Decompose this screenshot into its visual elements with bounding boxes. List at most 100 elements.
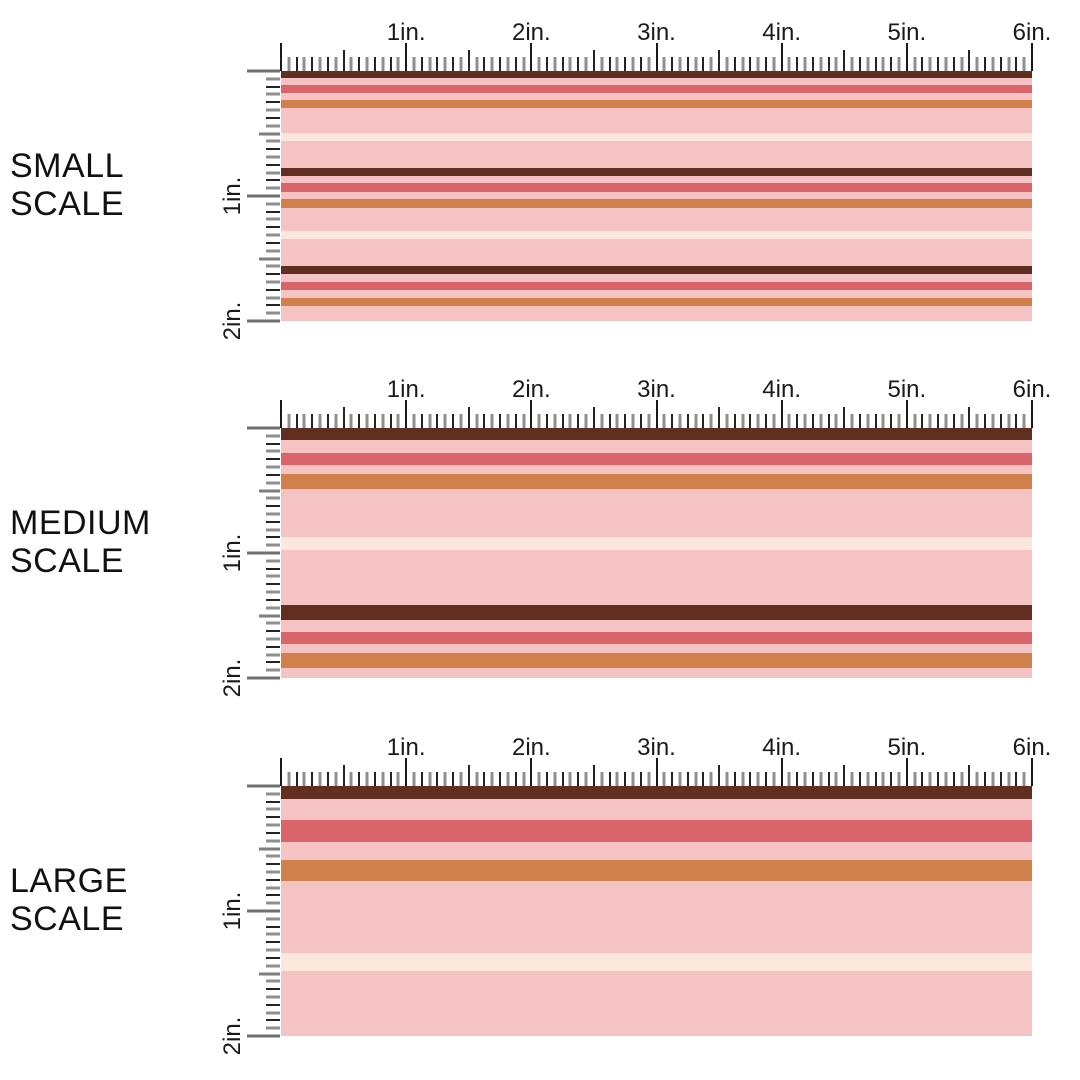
ruler-tick: [266, 917, 280, 921]
ruler-tick: [280, 400, 282, 428]
ruler-tick: [266, 567, 280, 570]
ruler-tick: [522, 772, 525, 786]
ruler-tick: [266, 536, 280, 539]
stripe-pink: [281, 239, 1032, 266]
ruler-tick: [874, 414, 877, 428]
ruler-tick: [647, 772, 651, 786]
ruler-tick: [514, 772, 517, 786]
ruler-tick: [1022, 414, 1026, 428]
ruler-tick: [968, 407, 971, 428]
ruler-tick: [725, 414, 729, 428]
ruler-tick: [694, 414, 698, 428]
ruler-tick: [259, 847, 280, 850]
ruler-tick: [266, 807, 280, 811]
stripe-pink: [281, 842, 1032, 860]
ruler-tick: [266, 854, 280, 858]
ruler-tick: [266, 296, 280, 300]
ruler-tick: [259, 614, 280, 617]
ruler-tick: [718, 50, 721, 71]
ruler-tick: [443, 772, 447, 786]
ruler-tick: [545, 772, 548, 786]
stripe-brown: [281, 605, 1032, 620]
ruler-tick: [467, 765, 470, 786]
stripe-red: [281, 282, 1032, 290]
ruler-inch-label: 4in.: [762, 376, 802, 403]
ruler-tick: [678, 772, 682, 786]
ruler-tick: [545, 414, 548, 428]
ruler-tick: [928, 57, 932, 71]
ruler-tick: [608, 57, 611, 71]
ruler-tick: [756, 772, 760, 786]
ruler-tick: [537, 414, 541, 428]
ruler-tick: [334, 414, 338, 428]
ruler-tick: [326, 414, 329, 428]
ruler-tick: [1022, 772, 1026, 786]
ruler-tick: [984, 772, 987, 786]
ruler-tick: [631, 414, 635, 428]
ruler-tick: [655, 758, 658, 786]
ruler-tick: [266, 621, 280, 625]
ruler-tick: [266, 839, 280, 843]
ruler-tick: [266, 932, 280, 936]
ruler-tick: [266, 139, 280, 143]
ruler-tick: [780, 400, 783, 428]
stripe-red: [281, 183, 1032, 192]
ruler-inch-label: 5in.: [887, 376, 927, 403]
ruler-tick: [1015, 772, 1018, 786]
ruler-tick: [266, 661, 280, 664]
ruler-tick: [905, 43, 908, 71]
ruler-tick: [928, 414, 932, 428]
ruler-tick: [608, 772, 611, 786]
ruler-tick: [897, 772, 901, 786]
ruler-tick: [266, 653, 280, 657]
ruler-tick: [647, 414, 651, 428]
horizontal-ruler-labels: 1in. 2in. 3in. 4in. 5in. 6in.: [281, 19, 1052, 46]
ruler-tick: [266, 1026, 280, 1030]
ruler-tick: [318, 772, 322, 786]
ruler-tick: [295, 414, 298, 428]
ruler-tick: [266, 101, 280, 104]
ruler-inch-label: 1in.: [386, 734, 426, 761]
ruler-inch-label: 4in.: [762, 19, 802, 46]
ruler-tick: [311, 414, 314, 428]
ruler-tick: [850, 414, 854, 428]
ruler-tick: [247, 319, 280, 323]
ruler-tick: [412, 414, 416, 428]
ruler-tick: [568, 57, 572, 71]
ruler-tick: [522, 414, 525, 428]
ruler-tick: [428, 772, 432, 786]
ruler-tick: [514, 57, 517, 71]
stripe-orange: [281, 653, 1032, 668]
stripe-pink: [281, 274, 1032, 282]
ruler-tick: [467, 50, 470, 71]
ruler-tick: [858, 772, 861, 786]
ruler-tick: [266, 280, 280, 284]
section-title-small: SMALL SCALE: [10, 147, 124, 223]
ruler-tick: [326, 772, 329, 786]
stripe-pink: [281, 799, 1032, 820]
fabric-swatch-medium: [281, 428, 1032, 678]
ruler-tick: [921, 414, 924, 428]
section-title-line: SCALE: [10, 185, 124, 223]
ruler-tick: [577, 414, 580, 428]
ruler-tick: [318, 414, 322, 428]
ruler-tick: [756, 414, 760, 428]
ruler-tick: [266, 941, 280, 944]
ruler-tick: [615, 57, 619, 71]
ruler-tick: [592, 407, 595, 428]
ruler-tick: [718, 407, 721, 428]
ruler-tick: [655, 43, 658, 71]
ruler-tick: [266, 1019, 280, 1022]
ruler-tick: [944, 772, 948, 786]
ruler-inch-label: 5in.: [887, 19, 927, 46]
ruler-tick: [358, 57, 361, 71]
ruler-tick: [803, 772, 807, 786]
ruler-tick: [741, 772, 745, 786]
ruler-tick: [266, 559, 280, 563]
ruler-tick: [960, 414, 964, 428]
ruler-tick: [506, 414, 510, 428]
ruler-tick: [266, 637, 280, 641]
ruler-tick: [266, 116, 280, 119]
ruler-tick: [266, 816, 280, 819]
ruler-tick: [772, 772, 776, 786]
